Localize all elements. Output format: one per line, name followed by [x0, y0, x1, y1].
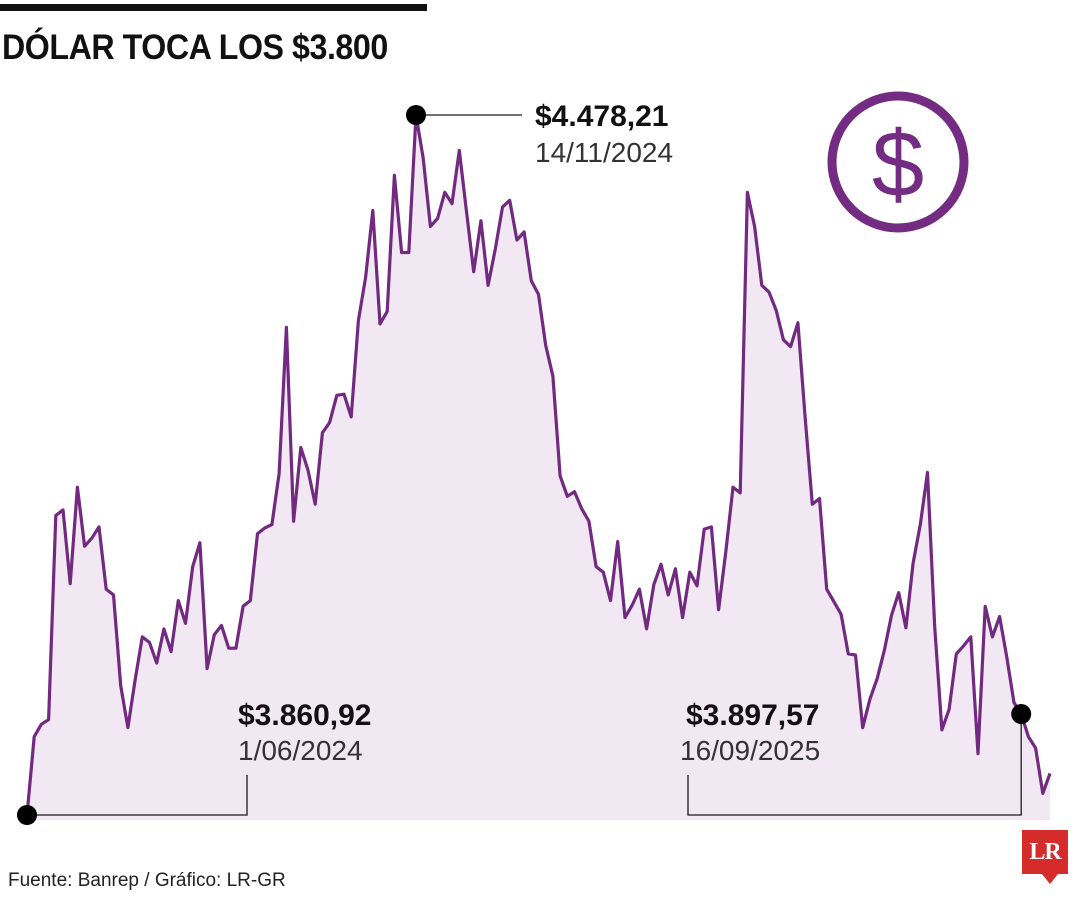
chart-title: DÓLAR TOCA LOS $3.800 — [2, 28, 388, 67]
lr-logo-tail — [1042, 874, 1058, 884]
start-point-marker — [17, 805, 37, 825]
max-value-label: $4.478,21 — [535, 100, 668, 133]
max-point-marker — [406, 105, 426, 125]
source-credit: Fuente: Banrep / Gráfico: LR-GR — [8, 870, 286, 891]
price-area — [27, 115, 1050, 820]
lr-logo: LR — [1022, 830, 1068, 884]
lr-logo-text: LR — [1022, 830, 1068, 874]
max-date-label: 14/11/2024 — [535, 137, 673, 168]
start-connector — [27, 775, 248, 816]
end-value-label: $3.897,57 — [686, 699, 819, 732]
end-point-marker — [1011, 704, 1032, 724]
start-value-label: $3.860,92 — [238, 699, 371, 732]
start-date-label: 1/06/2024 — [238, 735, 363, 766]
top-rule — [0, 4, 427, 11]
price-line — [25, 113, 1052, 816]
end-connector — [687, 713, 1022, 816]
dollar-icon: $ — [827, 91, 969, 233]
dollar-glyph: $ — [872, 111, 924, 216]
end-date-label: 16/09/2025 — [680, 735, 820, 766]
